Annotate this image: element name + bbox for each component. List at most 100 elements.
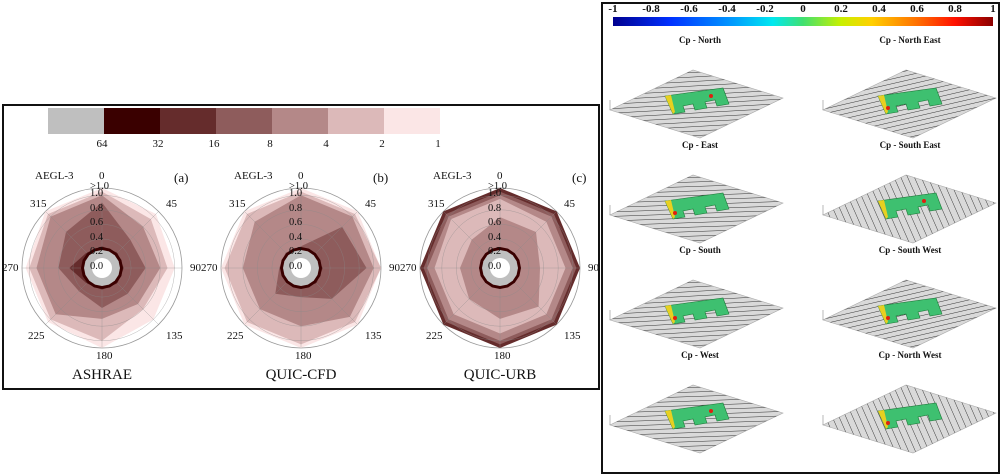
- cp-surface-plot: [609, 69, 784, 139]
- angle-label: 45: [166, 198, 177, 210]
- cp-surface-plot: [609, 384, 784, 454]
- legend-label: 16: [208, 138, 220, 150]
- radial-tick-label: 0.0: [488, 261, 502, 272]
- angle-label: 0: [298, 170, 304, 182]
- cp-plot-title: Cp - North West: [878, 350, 942, 360]
- legend-swatch: [384, 108, 440, 134]
- radial-tick-label: 0.8: [289, 202, 303, 214]
- radial-tick-label: >1.0: [488, 181, 508, 192]
- radial-tick-label: 0.0: [289, 261, 303, 272]
- legend-label: 1: [435, 138, 441, 150]
- colorbar-tick: -1: [608, 3, 618, 15]
- radial-axis-label: AEGL-3: [35, 170, 74, 182]
- legend-label: 64: [96, 138, 108, 150]
- radial-tick-label: 0.8: [488, 202, 502, 214]
- colorbar-tick: -0.8: [642, 3, 660, 15]
- colorbar-tick: 0.8: [948, 3, 962, 15]
- radial-tick-label: 0.2: [488, 246, 502, 258]
- cp-surface-plot: [822, 384, 997, 454]
- angle-label: 0: [497, 170, 503, 182]
- radial-tick-label: 0.0: [90, 261, 104, 272]
- angle-label: 135: [166, 330, 183, 342]
- radial-tick-label: 0.8: [90, 202, 104, 214]
- radial-tick-label: 0.2: [90, 246, 104, 258]
- angle-label: 270: [201, 262, 218, 274]
- cp-plot-title: Cp - West: [681, 350, 719, 360]
- radial-tick-label: 0.2: [289, 246, 303, 258]
- panel-label: (b): [373, 170, 389, 185]
- radial-tick-label: >1.0: [289, 181, 309, 192]
- radial-tick-label: 0.6: [488, 217, 502, 229]
- angle-label: 225: [426, 330, 443, 342]
- cp-plots-panel: [601, 2, 1000, 474]
- legend-label: 8: [267, 138, 273, 150]
- radial-axis-label: AEGL-3: [433, 170, 472, 182]
- radial-tick-label: 0.4: [488, 231, 502, 243]
- angle-label: 180: [96, 350, 113, 362]
- legend-swatch: [272, 108, 328, 134]
- angle-label: 180: [494, 350, 511, 362]
- cp-plot-title: Cp - South West: [878, 245, 942, 255]
- angle-label: 180: [295, 350, 312, 362]
- cp-plot-title: Cp - North: [679, 35, 721, 45]
- legend-swatch: [160, 108, 216, 134]
- colorbar-tick: -0.4: [718, 3, 736, 15]
- angle-label: 0: [99, 170, 105, 182]
- panel-label: (a): [174, 170, 189, 185]
- cp-surface-plot: [609, 279, 784, 349]
- angle-label: 90: [389, 262, 400, 274]
- angle-label: 90: [190, 262, 201, 274]
- legend-label: 4: [323, 138, 329, 150]
- angle-label: 135: [365, 330, 382, 342]
- colorbar-tick: -0.6: [680, 3, 698, 15]
- polar-chart-quic-cfd: 0.0 0.2 0.4 0.6 0.8 1.0 >1.0 0 45 90 135 180 225 270 3…: [201, 162, 401, 387]
- radial-tick-label: 1.0: [488, 188, 502, 200]
- radial-tick-label: 1.0: [90, 188, 104, 200]
- radial-tick-label: 0.4: [90, 231, 104, 243]
- chart-title: QUIC-CFD: [265, 367, 337, 383]
- cp-plot-title: Cp - North East: [879, 35, 941, 45]
- angle-label: 315: [30, 198, 47, 210]
- angle-label: 225: [227, 330, 244, 342]
- angle-label: 225: [28, 330, 45, 342]
- colorbar-tick: 1: [990, 3, 996, 15]
- radial-tick-label: 0.6: [289, 217, 303, 229]
- legend-swatch: [48, 108, 104, 134]
- cp-surface-plot: [609, 174, 784, 244]
- chart-title: QUIC-URB: [463, 367, 537, 383]
- cp-surface-plot: [822, 174, 997, 244]
- legend-swatch: [104, 108, 160, 134]
- legend-label: 32: [152, 138, 164, 150]
- cp-colorbar: [613, 17, 993, 26]
- cp-surface-plot: [822, 279, 997, 349]
- concentration-legend: [48, 108, 440, 134]
- angle-label: 270: [2, 262, 19, 274]
- angle-label: 135: [564, 330, 581, 342]
- cp-plot-title: Cp - South East: [879, 140, 941, 150]
- cp-surface-plot: [822, 69, 997, 139]
- colorbar-tick: 0.6: [910, 3, 924, 15]
- legend-swatch: [328, 108, 384, 134]
- panel-label: (c): [572, 170, 587, 185]
- chart-title: ASHRAE: [71, 367, 132, 383]
- radial-tick-label: 0.4: [289, 231, 303, 243]
- polar-plots-panel: [2, 104, 600, 390]
- colorbar-tick: 0: [800, 3, 806, 15]
- colorbar-tick: -0.2: [756, 3, 774, 15]
- angle-label: 315: [428, 198, 445, 210]
- colorbar-tick: 0.4: [872, 3, 886, 15]
- cp-plot-title: Cp - South: [679, 245, 721, 255]
- cp-plot-title: Cp - East: [681, 140, 719, 150]
- angle-label: 315: [229, 198, 246, 210]
- angle-label: 45: [365, 198, 376, 210]
- colorbar-tick: 0.2: [834, 3, 848, 15]
- angle-label: 90: [588, 262, 599, 274]
- radial-tick-label: 0.6: [90, 217, 104, 229]
- polar-chart-quic-urb: 0.0 0.2 0.4 0.6 0.8 1.0 >1.0 0 45 90 135 180 225 270 3…: [400, 162, 600, 387]
- angle-label: 270: [400, 262, 417, 274]
- polar-chart-ashrae: 0.0 0.2 0.4 0.6 0.8 1.0 >1.0 0 45 90 135 180 225 270 3…: [2, 162, 202, 387]
- radial-tick-label: 1.0: [289, 188, 303, 200]
- legend-swatch: [216, 108, 272, 134]
- legend-label: 2: [379, 138, 385, 150]
- radial-tick-label: >1.0: [90, 181, 110, 192]
